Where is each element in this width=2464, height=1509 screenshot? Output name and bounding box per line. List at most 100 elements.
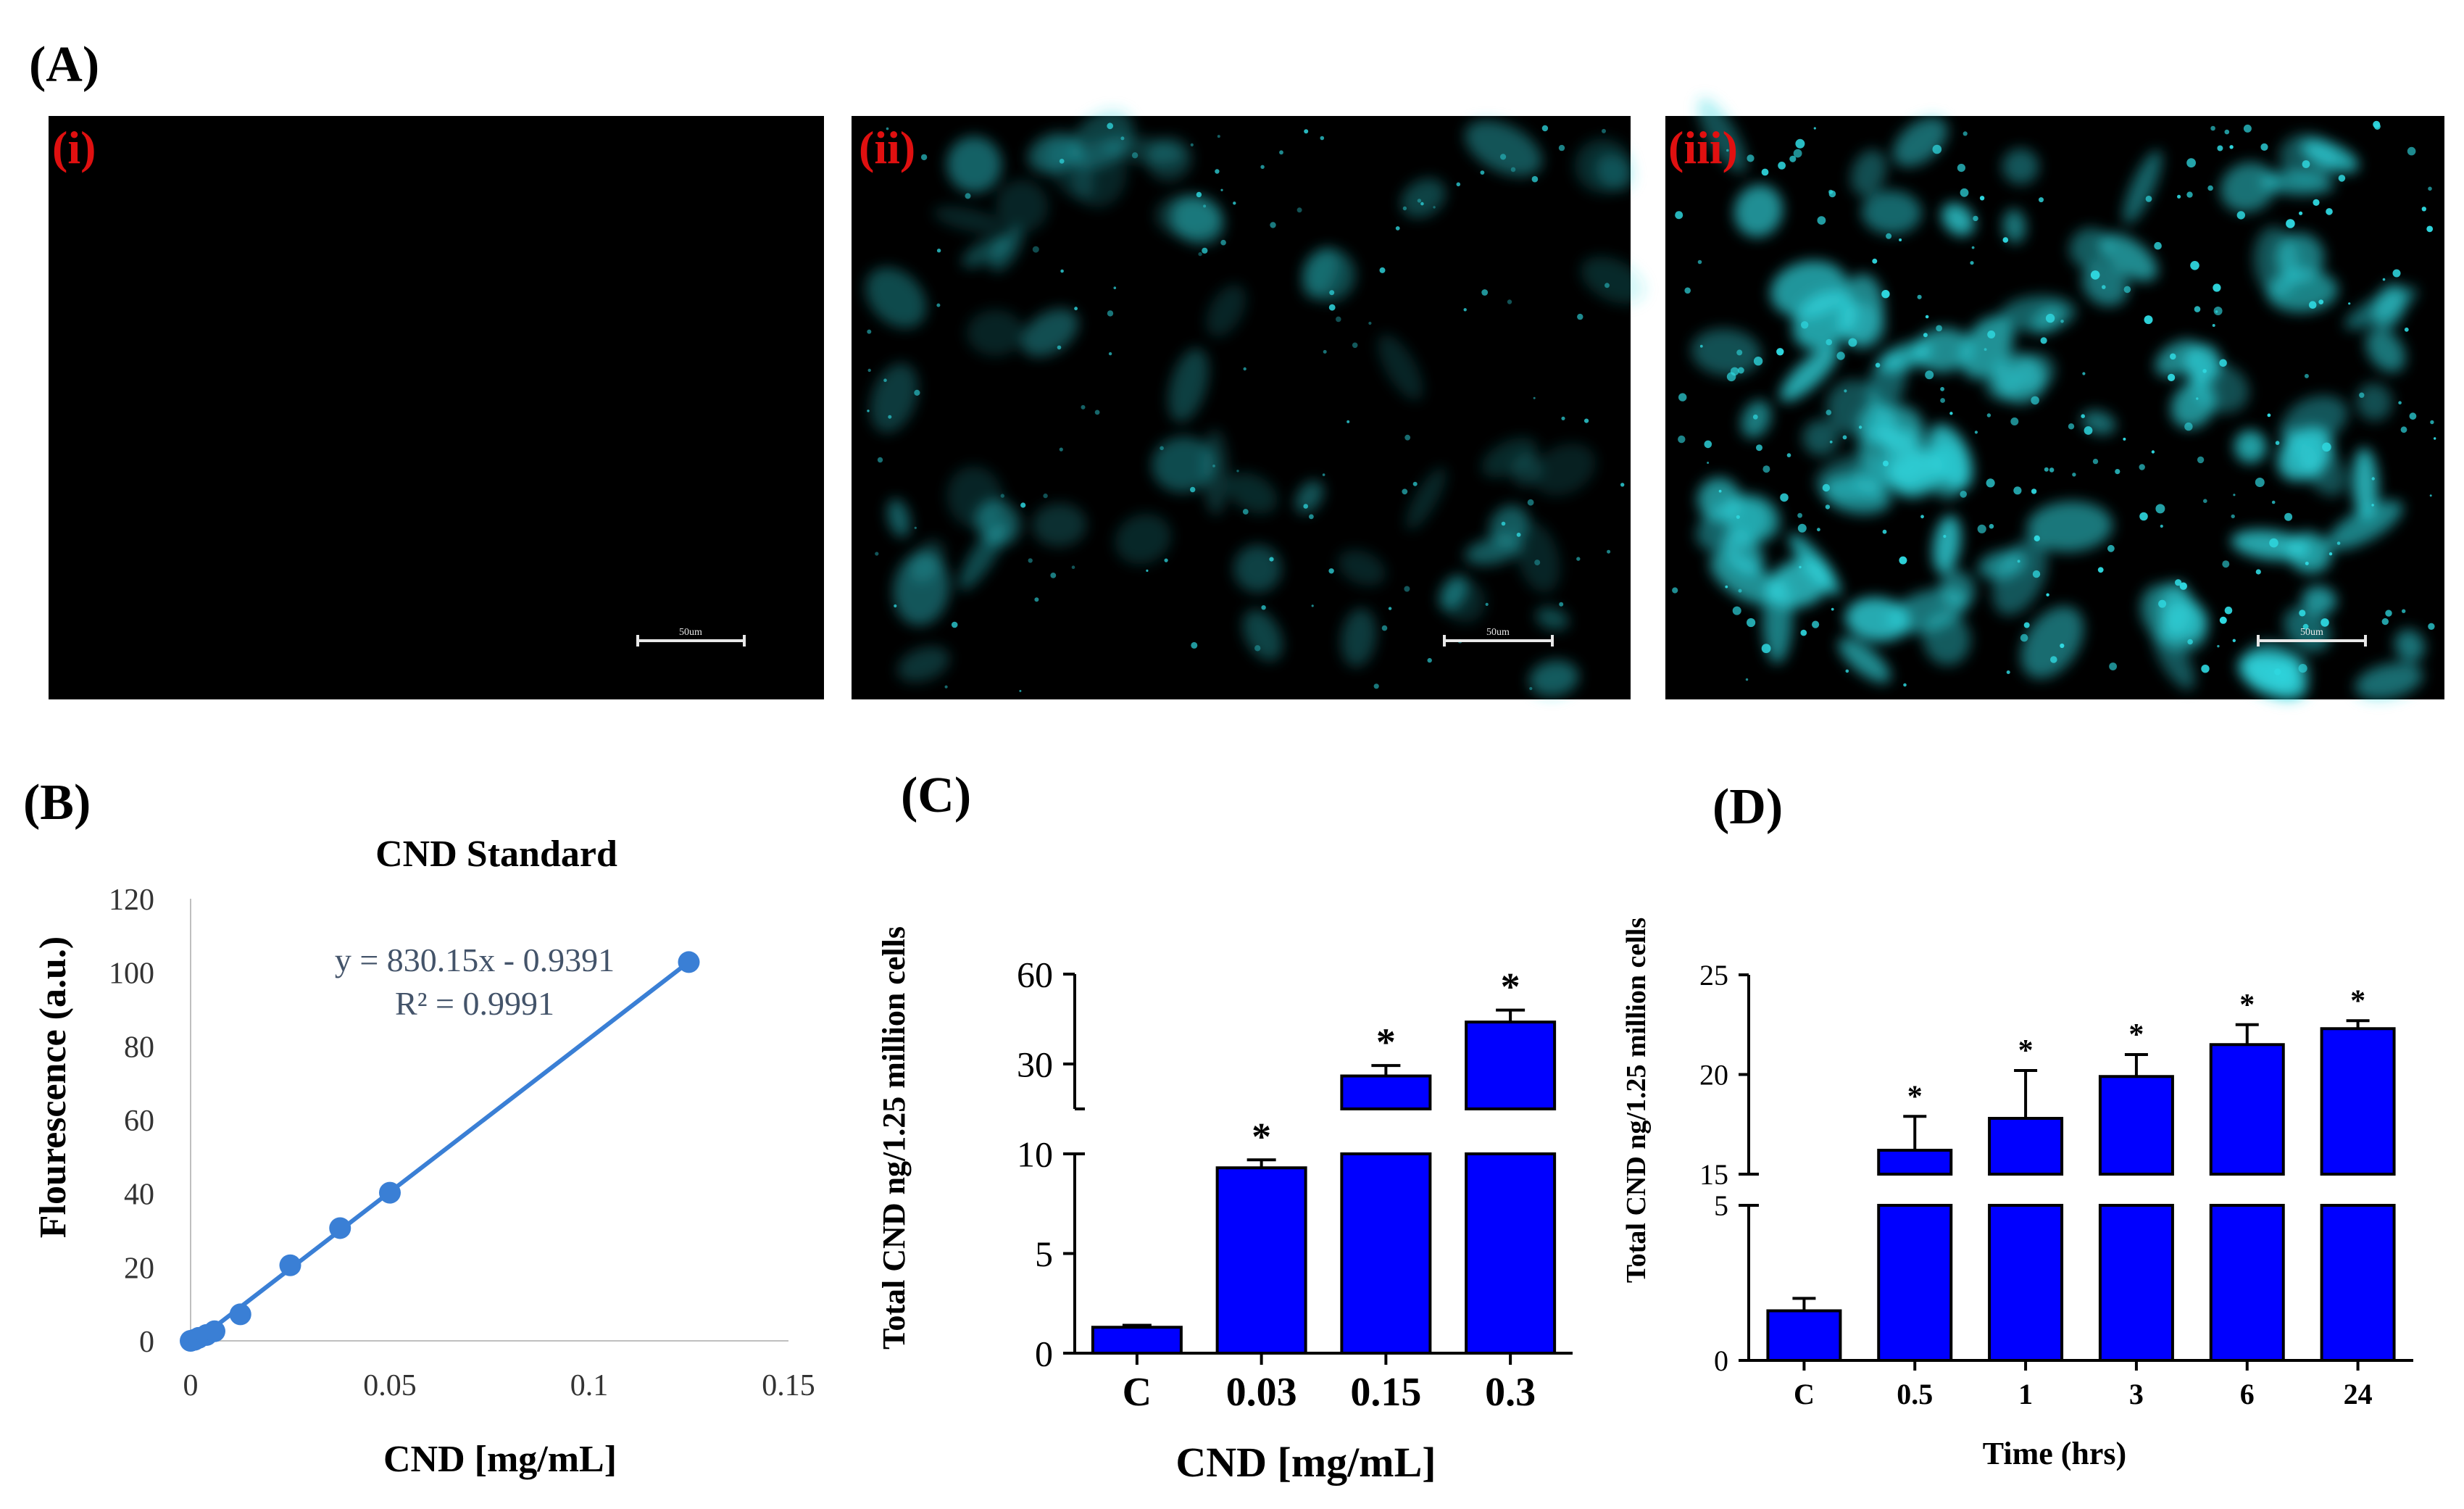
fluorescent-spot (1352, 342, 1358, 349)
chart-b-y-tick-label: 20 (124, 1252, 154, 1285)
fluorescent-spot (2202, 369, 2207, 373)
fluorescent-spot (1202, 247, 1208, 254)
fluorescent-spot (944, 685, 948, 689)
chart-d-significance-star: * (2128, 1018, 2144, 1052)
fluorescent-spot (2186, 191, 2193, 198)
fluorescent-spot (2190, 261, 2199, 270)
fluorescent-spot (1973, 215, 1978, 222)
fluorescent-spot (2031, 489, 2037, 494)
fluorescent-spot (2179, 582, 2187, 590)
fluorescent-spot (2275, 441, 2280, 445)
cell-body (1233, 544, 1282, 593)
chart-d-xlabel: Time (hrs) (1983, 1436, 2126, 1471)
chart-c-bar (1091, 1326, 1183, 1355)
fluorescent-spot (1886, 233, 1892, 239)
cell-body (1242, 609, 1283, 661)
chart-c-y-tick-label: 10 (1017, 1134, 1053, 1175)
cell-body (1512, 454, 1541, 487)
cell-body (1802, 420, 1839, 456)
fluorescent-spot (1217, 135, 1220, 138)
fluorescent-spot (2271, 500, 2276, 504)
fluorescent-spot (1311, 604, 1314, 607)
fluorescent-spot (1501, 521, 1506, 526)
fluorescent-spot (1190, 143, 1194, 146)
micrograph-3-cells (1672, 97, 2436, 700)
cell-body (1115, 513, 1172, 565)
chart-c-x-tick-label: 0.3 (1485, 1370, 1536, 1415)
cell-body (1960, 315, 2014, 379)
chart-b-title: CND Standard (375, 834, 617, 875)
fluorescent-spot (2428, 186, 2432, 191)
chart-c-x-tick-label: C (1123, 1370, 1152, 1415)
fluorescent-spot (2348, 302, 2351, 305)
fluorescent-spot (2326, 208, 2333, 215)
fluorescent-spot (2373, 120, 2381, 128)
fluorescent-spot (1987, 331, 1996, 338)
fluorescent-spot (2158, 599, 2167, 608)
fluorescent-spot (1420, 201, 1424, 206)
fluorescent-spot (1817, 528, 1820, 532)
fluorescent-spot (2006, 670, 2010, 674)
fluorescent-spot (1094, 410, 1100, 415)
chart-b-data-point (678, 951, 700, 973)
fluorescent-spot (1402, 489, 1408, 495)
fluorescent-spot (1699, 344, 1703, 348)
cell-body (1928, 424, 1973, 490)
fluorescent-spot (1527, 499, 1534, 506)
chart-d-y-tick-label: 15 (1699, 1158, 1728, 1191)
fluorescent-spot (1220, 188, 1223, 191)
fluorescent-spot (1196, 191, 1202, 198)
chart-d-bar (2320, 1204, 2396, 1362)
fluorescent-spot (1220, 239, 1226, 246)
fluorescent-spot (2359, 392, 2365, 398)
chart-c-bar (1340, 1152, 1432, 1355)
fluorescent-spot (2428, 623, 2435, 630)
fluorescent-spot (1732, 606, 1741, 615)
fluorescent-spot (2072, 473, 2076, 477)
fluorescent-spot (1936, 325, 1943, 332)
fluorescent-spot (875, 552, 879, 556)
fluorescent-spot (1584, 418, 1589, 423)
fluorescent-spot (2102, 285, 2106, 289)
fluorescent-spot (2233, 494, 2236, 496)
fluorescent-spot (2201, 665, 2210, 673)
cell-glow-group (865, 109, 1646, 697)
fluorescent-spot (1736, 349, 1743, 356)
fluorescent-spot (1404, 434, 1411, 441)
fluorescent-spot (1704, 440, 1712, 449)
chart-b-x-tick-label: 0 (183, 1369, 199, 1402)
fluorescent-spot (2336, 541, 2341, 545)
fluorescent-spot (1516, 532, 1521, 537)
fluorescent-spot (1899, 238, 1902, 241)
fluorescent-spot (883, 378, 887, 382)
chart-b-data-point (379, 1181, 401, 1204)
fluorescent-spot (2286, 219, 2295, 228)
fluorescent-spot (1019, 689, 1022, 692)
fluorescent-spot (867, 329, 872, 334)
cell-body (2301, 139, 2359, 173)
fluorescent-spot (888, 415, 892, 419)
fluorescent-spot (2255, 478, 2265, 487)
fluorescent-spot (2321, 618, 2329, 627)
fluorescent-spot (2302, 160, 2310, 168)
fluorescent-spot (1875, 362, 1881, 368)
fluorescent-spot (1558, 144, 1565, 151)
fluorescent-spot (1899, 556, 1907, 565)
fluorescent-spot (1707, 462, 1710, 464)
fluorescent-spot (2308, 301, 2317, 309)
fluorescent-spot (1882, 529, 1887, 534)
cell-body (2242, 641, 2301, 696)
cell-body (893, 552, 950, 626)
fluorescent-spot (1107, 122, 1114, 130)
chart-b-xlabel: CND [mg/mL] (383, 1439, 617, 1480)
fluorescent-spot (2407, 146, 2416, 156)
cell-body (2352, 447, 2378, 520)
fluorescent-spot (1198, 251, 1202, 257)
chart-b-y-tick-label: 0 (139, 1326, 154, 1359)
cell-glow-group (1691, 97, 2425, 700)
fluorescent-spot (2197, 456, 2205, 464)
fluorescent-spot (2236, 211, 2245, 220)
cell-body (1999, 295, 2076, 332)
fluorescent-spot (1903, 683, 1907, 687)
fluorescent-spot (1957, 164, 1965, 172)
